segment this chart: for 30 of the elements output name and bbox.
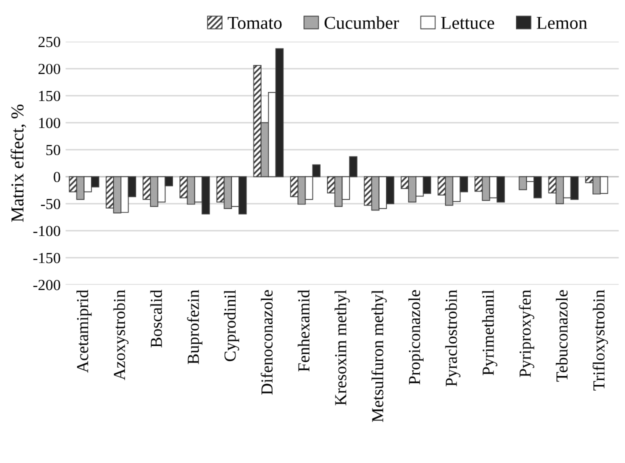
y-tick-label: 50 [46, 144, 60, 156]
x-tick-label: Pyrimethanil [482, 290, 498, 376]
y-tick-label: 250 [38, 36, 60, 48]
y-tick-label: 100 [39, 118, 60, 128]
legend-label: Lettuce [441, 16, 494, 29]
y-tick-label: -200 [33, 280, 60, 290]
y-tick-label: -100 [33, 226, 60, 236]
x-tick-label: Boscalid [150, 290, 162, 348]
y-axis-title: Matrix effect, % [10, 104, 26, 222]
y-tick-label: 150 [39, 90, 60, 102]
x-tick-label: Difenoconazole [260, 290, 273, 395]
x-tick-label: Propiconazole [408, 290, 424, 384]
legend-label: Cucumber [324, 16, 399, 29]
y-tick-label: 0 [54, 172, 60, 182]
x-tick-label: Pyraclostrobin [445, 290, 460, 386]
y-tick-label: -50 [40, 198, 60, 210]
x-tick-label: Cyprodinil [224, 290, 240, 362]
x-tick-label: Pyriproxyfen [518, 290, 534, 378]
x-tick-label: Metsulfuron methyl [371, 290, 387, 422]
legend-label: Tomato [228, 16, 282, 29]
x-tick-label: Fenhexamid [298, 290, 310, 372]
x-tick-label: Acetamiprid [76, 290, 92, 373]
x-tick-label: Kresoxim methyl [334, 290, 350, 406]
x-tick-label: Tebuconazole [556, 290, 568, 382]
y-tick-label: 200 [38, 64, 60, 74]
x-tick-label: Buprofezin [187, 290, 202, 364]
legend-label: Lemon [536, 16, 588, 29]
x-tick-label: Trifloxystrobin [592, 290, 608, 391]
y-tick-label: -150 [33, 252, 60, 264]
x-tick-label: Azoxystrobin [113, 290, 129, 380]
